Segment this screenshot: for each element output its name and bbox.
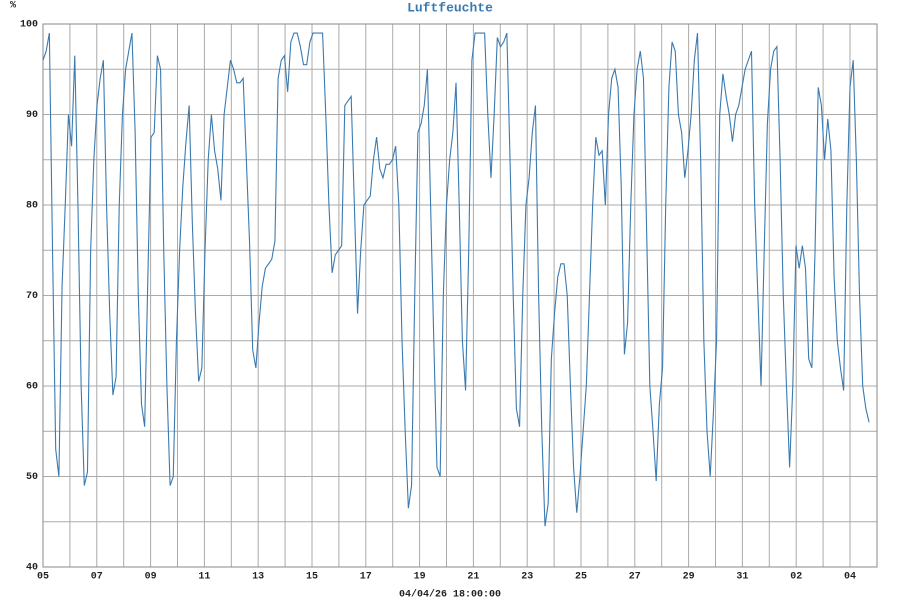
- y-tick-label: 70: [26, 291, 38, 302]
- x-tick-label: 05: [37, 572, 49, 583]
- y-tick-label: 90: [26, 110, 38, 121]
- x-tick-label: 04: [844, 572, 856, 583]
- x-tick-label: 25: [575, 572, 587, 583]
- y-tick-label: 100: [20, 20, 38, 31]
- x-tick-label: 29: [683, 572, 695, 583]
- x-tick-label: 11: [198, 572, 210, 583]
- chart-title: Luftfeuchte: [407, 0, 493, 15]
- x-tick-label: 09: [145, 572, 157, 583]
- series-line: [42, 32, 870, 527]
- x-axis-label: 04/04/26 18:00:00: [399, 589, 501, 600]
- x-tick-label: 21: [467, 572, 479, 583]
- x-tick-label: 15: [306, 572, 318, 583]
- x-tick-label: 02: [790, 572, 802, 583]
- y-tick-label: 50: [26, 472, 38, 483]
- y-tick-label: 40: [26, 563, 38, 574]
- y-tick-label: 80: [26, 201, 38, 212]
- x-tick-label: 23: [521, 572, 533, 583]
- y-axis-unit: %: [10, 1, 16, 12]
- x-tick-label: 19: [414, 572, 426, 583]
- plot-border: [42, 23, 878, 568]
- x-tick-label: 27: [629, 572, 641, 583]
- x-tick-label: 07: [91, 572, 103, 583]
- x-tick-label: 17: [360, 572, 372, 583]
- y-tick-label: 60: [26, 382, 38, 393]
- x-tick-label: 31: [736, 572, 748, 583]
- x-tick-label: 13: [252, 572, 264, 583]
